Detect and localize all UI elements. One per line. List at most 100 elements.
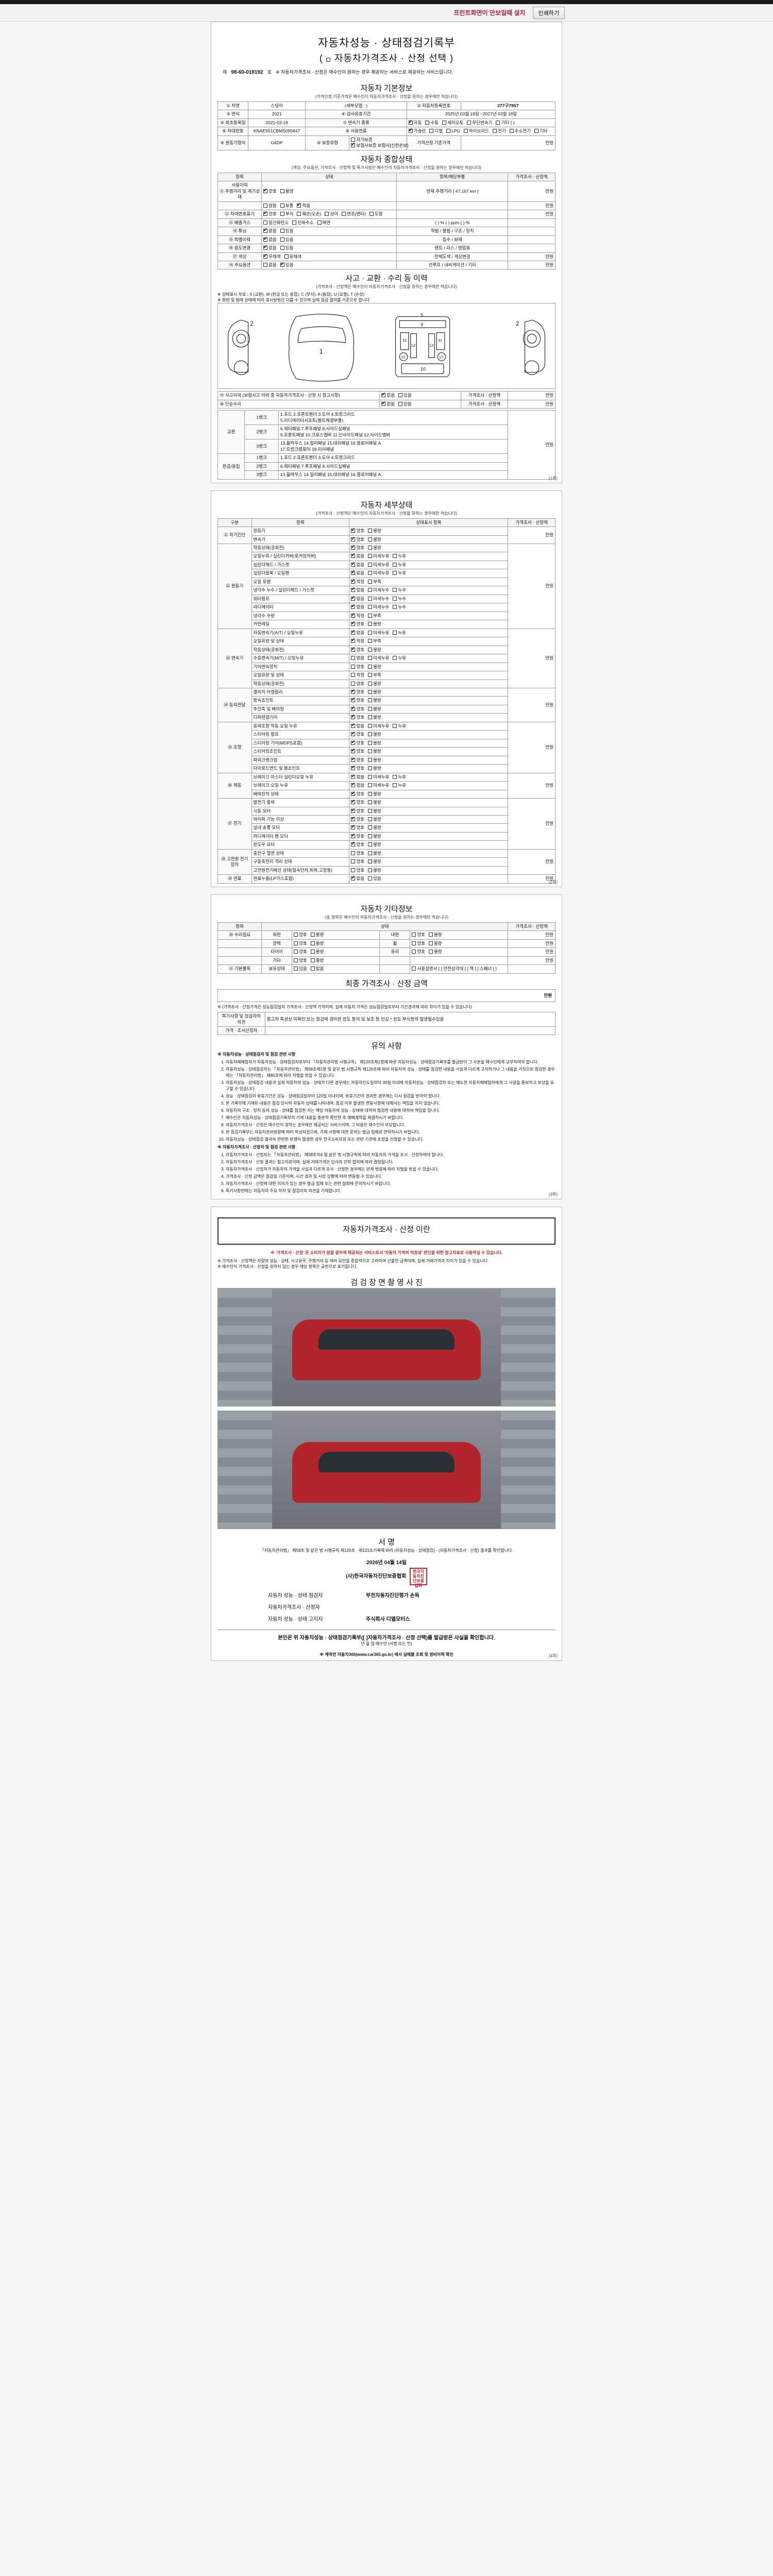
option-없음[interactable]: 없음 xyxy=(381,400,395,407)
checkbox[interactable] xyxy=(428,933,433,937)
option-미세누수[interactable]: 미세누수 xyxy=(368,587,389,593)
option-변조(변타)[interactable]: 변조(변타) xyxy=(342,211,366,217)
option-매연[interactable]: 매연 xyxy=(317,220,330,226)
checkbox[interactable] xyxy=(317,220,322,225)
option-양호[interactable]: 양호 xyxy=(351,527,364,534)
option-하이브리드[interactable]: 하이브리드 xyxy=(463,128,489,134)
checkbox[interactable] xyxy=(310,933,315,937)
checkbox[interactable] xyxy=(368,715,373,720)
option-양호[interactable]: 양호 xyxy=(412,941,425,946)
option-없음[interactable]: 없음 xyxy=(351,603,364,610)
option-없음[interactable]: 없음 xyxy=(351,569,364,576)
option-불량[interactable]: 불량 xyxy=(368,647,381,653)
option-있음[interactable]: 있음 xyxy=(398,401,412,407)
checkbox[interactable] xyxy=(351,798,356,804)
checkbox[interactable] xyxy=(393,562,397,567)
checkbox[interactable] xyxy=(297,212,301,216)
option-양호[interactable]: 양호 xyxy=(294,932,307,938)
checkbox[interactable] xyxy=(351,141,356,147)
option-불량[interactable]: 불량 xyxy=(280,189,293,194)
option-미세누수[interactable]: 미세누수 xyxy=(368,596,389,602)
option-유채색[interactable]: 유채색 xyxy=(284,254,301,260)
option-많음[interactable]: 많음 xyxy=(263,203,277,209)
checkbox[interactable] xyxy=(393,596,397,601)
checkbox[interactable] xyxy=(368,562,373,567)
checkbox[interactable] xyxy=(381,391,386,398)
option-미세누유[interactable]: 미세누유 xyxy=(368,630,389,636)
option-불량[interactable]: 불량 xyxy=(368,621,381,627)
checkbox[interactable] xyxy=(292,220,297,225)
option-불량[interactable]: 불량 xyxy=(368,766,381,771)
checkbox[interactable] xyxy=(351,756,356,762)
checkbox[interactable] xyxy=(263,187,268,193)
option-누유[interactable]: 누유 xyxy=(393,630,406,636)
option-가솔린[interactable]: 가솔린 xyxy=(408,127,426,134)
checkbox[interactable] xyxy=(368,698,373,703)
option-부족[interactable]: 부족 xyxy=(368,579,381,585)
checkbox[interactable] xyxy=(297,201,301,208)
checkbox[interactable] xyxy=(351,739,356,745)
option-없음[interactable]: 없음 xyxy=(351,773,364,780)
checkbox[interactable] xyxy=(369,212,374,216)
checkbox[interactable] xyxy=(310,958,315,962)
option-양호[interactable]: 양호 xyxy=(351,807,364,814)
option-양호[interactable]: 양호 xyxy=(351,798,364,805)
checkbox[interactable] xyxy=(263,235,268,242)
option-없음[interactable]: 없음 xyxy=(351,561,364,568)
checkbox[interactable] xyxy=(393,630,397,635)
checkbox[interactable] xyxy=(368,664,373,669)
option-없음[interactable]: 없음 xyxy=(381,391,395,398)
checkbox[interactable] xyxy=(368,681,373,686)
option-양호[interactable]: 양호 xyxy=(351,544,364,551)
option-있음[interactable]: 있음 xyxy=(280,261,293,268)
option-없음[interactable]: 없음 xyxy=(351,629,364,636)
checkbox[interactable] xyxy=(351,781,356,787)
option-없음[interactable]: 없음 xyxy=(351,874,364,882)
checkbox[interactable] xyxy=(351,595,356,601)
checkbox[interactable] xyxy=(280,261,284,267)
option-양호[interactable]: 양호 xyxy=(263,187,277,194)
checkbox[interactable] xyxy=(368,537,373,541)
option-없음[interactable]: 없음 xyxy=(310,966,324,972)
checkbox[interactable] xyxy=(263,252,268,259)
checkbox[interactable] xyxy=(368,800,373,805)
option-누유[interactable]: 누유 xyxy=(393,723,406,729)
option-미세누유[interactable]: 미세누유 xyxy=(368,562,389,568)
checkbox[interactable] xyxy=(368,529,373,533)
option-불량[interactable]: 불량 xyxy=(368,817,381,822)
checkbox[interactable] xyxy=(368,605,373,609)
option-디젤[interactable]: 디젤 xyxy=(429,128,443,134)
checkbox[interactable] xyxy=(263,227,268,233)
option-적정[interactable]: 적정 xyxy=(351,578,364,585)
option-있음[interactable]: 있음 xyxy=(398,393,412,398)
checkbox[interactable] xyxy=(368,546,373,550)
price-survey-checkbox[interactable] xyxy=(326,58,330,62)
option-있음[interactable]: 있음 xyxy=(280,228,293,234)
checkbox[interactable] xyxy=(351,535,356,541)
checkbox[interactable] xyxy=(351,807,356,813)
option-불량[interactable]: 불량 xyxy=(368,808,381,814)
option-누유[interactable]: 누유 xyxy=(393,570,406,576)
option-미세누유[interactable]: 미세누유 xyxy=(368,774,389,780)
option-양호[interactable]: 양호 xyxy=(351,705,364,712)
checkbox[interactable] xyxy=(351,646,356,652)
option-양호[interactable]: 양호 xyxy=(351,681,364,687)
checkbox[interactable] xyxy=(342,212,346,216)
option-불량[interactable]: 불량 xyxy=(368,868,381,873)
checkbox[interactable] xyxy=(351,790,356,796)
option-불량[interactable]: 불량 xyxy=(310,941,324,946)
option-부족[interactable]: 부족 xyxy=(368,638,381,644)
option-보통[interactable]: 보통 xyxy=(280,203,293,209)
checkbox[interactable] xyxy=(351,527,356,533)
checkbox[interactable] xyxy=(412,933,416,937)
checkbox[interactable] xyxy=(428,950,433,954)
option-양호[interactable]: 양호 xyxy=(351,815,364,822)
option-없음[interactable]: 없음 xyxy=(351,655,364,661)
checkbox[interactable] xyxy=(310,941,315,945)
checkbox[interactable] xyxy=(351,620,356,626)
checkbox[interactable] xyxy=(351,722,356,728)
option-적정[interactable]: 적정 xyxy=(351,672,364,678)
checkbox[interactable] xyxy=(310,950,315,954)
checkbox[interactable] xyxy=(412,941,416,945)
checkbox[interactable] xyxy=(351,673,356,677)
